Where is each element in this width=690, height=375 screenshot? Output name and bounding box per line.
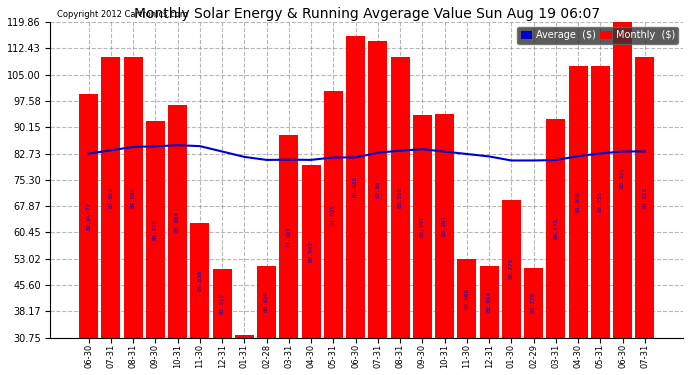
Text: 82.755: 82.755 <box>598 191 603 212</box>
Legend: Average  ($), Monthly  ($): Average ($), Monthly ($) <box>518 27 678 44</box>
Bar <box>213 269 232 338</box>
Bar <box>124 57 143 338</box>
Text: 82.608: 82.608 <box>464 288 469 309</box>
Text: 81.635: 81.635 <box>331 204 336 225</box>
Bar <box>235 335 254 338</box>
Bar <box>613 18 632 338</box>
Text: 81.998: 81.998 <box>575 191 580 212</box>
Bar <box>101 57 120 338</box>
Text: 84.593: 84.593 <box>130 187 136 208</box>
Text: 84.778: 84.778 <box>153 219 158 240</box>
Bar <box>302 165 321 338</box>
Bar <box>435 114 454 338</box>
Bar <box>591 66 610 338</box>
Bar <box>79 94 98 338</box>
Bar <box>480 266 499 338</box>
Text: 83.663: 83.663 <box>108 187 113 208</box>
Bar <box>279 135 298 338</box>
Bar <box>524 268 543 338</box>
Text: 83.322: 83.322 <box>620 167 625 188</box>
Text: 80.775: 80.775 <box>509 258 514 279</box>
Bar <box>546 119 565 338</box>
Text: 84.830: 84.830 <box>197 270 202 291</box>
Text: 80.776: 80.776 <box>531 292 536 313</box>
Text: 83.556: 83.556 <box>397 187 402 208</box>
Text: 83.322: 83.322 <box>642 187 647 208</box>
Text: 83.287: 83.287 <box>442 215 447 236</box>
Bar <box>502 200 521 338</box>
Text: 80.942: 80.942 <box>308 241 314 262</box>
Text: 83.312: 83.312 <box>219 293 225 314</box>
Bar <box>346 36 365 338</box>
Text: 80.926: 80.926 <box>264 291 269 312</box>
Text: 81.001: 81.001 <box>286 226 291 247</box>
Text: 80.878: 80.878 <box>553 218 558 239</box>
Text: 81.914: 81.914 <box>486 291 491 312</box>
Bar <box>257 266 276 338</box>
Bar <box>146 121 165 338</box>
Bar <box>391 57 410 338</box>
Bar <box>457 259 476 338</box>
Text: Copyright 2012 Cartronics.com: Copyright 2012 Cartronics.com <box>57 10 188 19</box>
Bar <box>635 57 654 338</box>
Text: 85.084: 85.084 <box>175 211 180 232</box>
Bar <box>569 66 588 338</box>
Text: 81.638: 81.638 <box>353 176 358 197</box>
Text: 83.947: 83.947 <box>420 216 425 237</box>
Text: 82.95: 82.95 <box>375 181 380 198</box>
Bar <box>413 116 432 338</box>
Bar <box>368 41 387 338</box>
Bar <box>190 224 209 338</box>
Text: 82.6\n77: 82.6\n77 <box>86 202 91 230</box>
Bar <box>168 105 187 338</box>
Bar <box>324 91 343 338</box>
Title: Monthly Solar Energy & Running Avgerage Value Sun Aug 19 06:07: Monthly Solar Energy & Running Avgerage … <box>134 7 600 21</box>
